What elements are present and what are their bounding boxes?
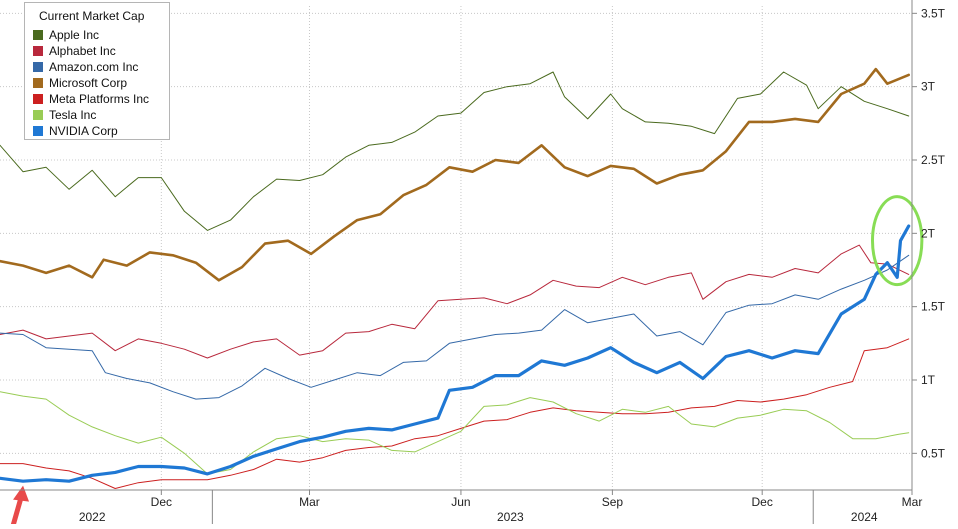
y-tick-label: 3T (921, 80, 936, 94)
series-line-alphabet-inc (0, 244, 910, 359)
legend-item-meta: Meta Platforms Inc (33, 91, 150, 106)
legend-title: Current Market Cap (39, 9, 145, 23)
legend-label: Apple Inc (49, 27, 100, 42)
legend-swatch (33, 109, 43, 120)
series-lines (0, 67, 911, 489)
legend-item-tesla: Tesla Inc (33, 107, 97, 122)
grid-lines (0, 6, 913, 490)
legend-swatch (33, 125, 43, 136)
legend-item-microsoft: Microsoft Corp (33, 75, 128, 90)
series-line-microsoft-corp (0, 67, 911, 282)
legend-label: Alphabet Inc (49, 43, 116, 58)
x-month-label: Jun (451, 495, 470, 509)
legend-swatch (33, 29, 43, 40)
y-tick-label: 0.5T (921, 446, 946, 460)
series-line-amazon-com-inc (0, 254, 910, 400)
legend-item-apple: Apple Inc (33, 27, 100, 42)
legend-label: Amazon.com Inc (49, 59, 139, 74)
legend-label: NVIDIA Corp (49, 123, 118, 138)
series-line-apple-inc (0, 71, 910, 231)
y-tick-label: 1T (921, 373, 936, 387)
legend-swatch (33, 77, 43, 88)
x-year-label: 2023 (497, 510, 524, 524)
axes: 0.5T 1T 1.5T 2T 2.5T 3T 3.5T Dec Mar Jun Sep Dec Mar… (0, 0, 946, 524)
x-year-label: 2022 (79, 510, 106, 524)
annotations (10, 195, 924, 529)
pointer-arrow-shaft (10, 495, 24, 529)
x-month-label: Dec (151, 495, 172, 509)
legend-swatch (33, 61, 43, 72)
legend-item-nvidia: NVIDIA Corp (33, 123, 118, 138)
y-tick-label: 3.5T (921, 6, 946, 20)
highlight-ellipse (870, 195, 924, 287)
y-tick-label: 1.5T (921, 300, 946, 314)
x-year-label: 2024 (851, 510, 878, 524)
x-month-label: Dec (752, 495, 773, 509)
x-month-label: Mar (299, 495, 320, 509)
legend-swatch (33, 93, 43, 104)
legend-label: Tesla Inc (49, 107, 97, 122)
legend-label: Meta Platforms Inc (49, 91, 150, 106)
x-month-label: Sep (602, 495, 624, 509)
series-line-nvidia-corp (0, 224, 911, 483)
legend: Current Market Cap Apple Inc Alphabet In… (24, 2, 170, 140)
x-month-label: Mar (902, 495, 923, 509)
series-line-meta-platforms-inc (0, 338, 910, 489)
legend-label: Microsoft Corp (49, 75, 128, 90)
pointer-arrow-head (13, 485, 30, 502)
legend-item-amazon: Amazon.com Inc (33, 59, 139, 74)
y-tick-label: 2T (921, 226, 936, 240)
y-tick-label: 2.5T (921, 153, 946, 167)
legend-swatch (33, 45, 43, 56)
series-line-tesla-inc (0, 391, 910, 475)
legend-item-alphabet: Alphabet Inc (33, 43, 116, 58)
